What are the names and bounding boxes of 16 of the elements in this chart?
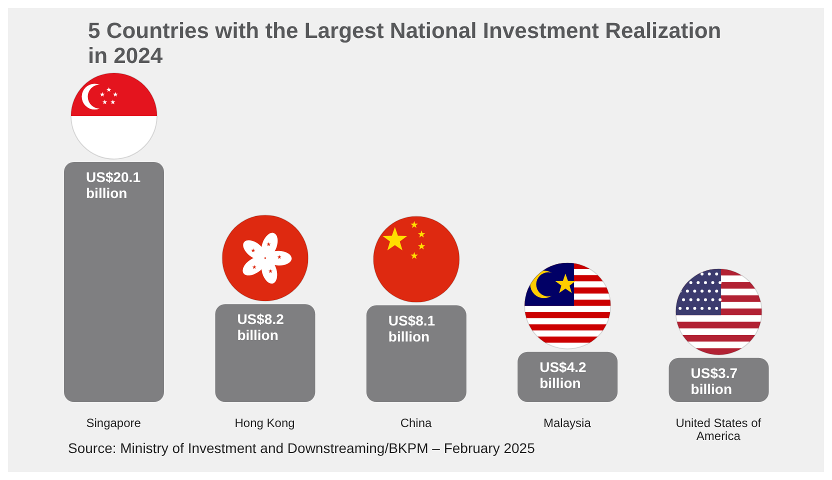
data-label: US$4.2 billion: [540, 358, 587, 391]
bar: [366, 305, 466, 402]
x-tick-label: Hong Kong: [234, 416, 295, 430]
x-tick-label: China: [400, 416, 432, 430]
data-label: US$8.2 billion: [237, 311, 284, 344]
bar: [215, 304, 316, 402]
x-tick-label: Singapore: [86, 416, 142, 430]
x-tick-label: United States of America: [676, 416, 762, 443]
bar: [64, 162, 164, 402]
chart-title: 5 Countries with the Largest National Investment Realization in 2024: [88, 18, 722, 69]
data-label: US$8.1 billion: [388, 312, 436, 344]
data-label: US$3.7 billion: [690, 364, 738, 397]
data-label: US$20.1 billion: [86, 169, 141, 201]
x-tick-label: Malaysia: [544, 416, 592, 430]
bar: [518, 352, 618, 402]
source-note: Source: Ministry of Investment and Downstreaming/BKPM – February 2025: [68, 440, 535, 456]
